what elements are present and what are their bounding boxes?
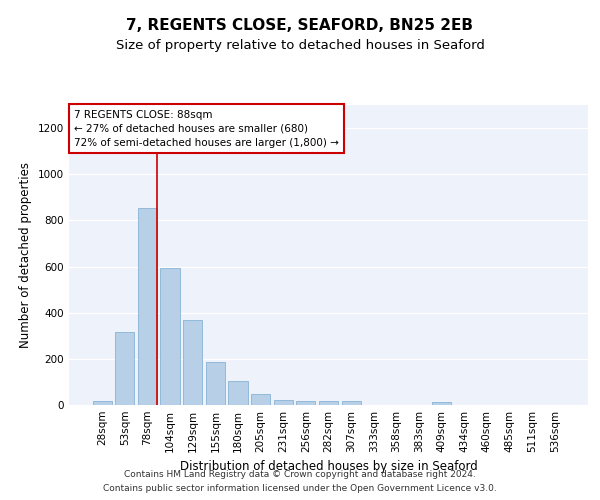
Bar [274, 400, 293, 405]
Bar [138, 208, 157, 405]
Text: Contains public sector information licensed under the Open Government Licence v3: Contains public sector information licen… [103, 484, 497, 493]
Bar [341, 401, 361, 405]
Bar [183, 320, 202, 405]
Bar [160, 268, 180, 405]
Bar [432, 402, 451, 405]
Bar [251, 394, 270, 405]
Text: 7 REGENTS CLOSE: 88sqm
← 27% of detached houses are smaller (680)
72% of semi-de: 7 REGENTS CLOSE: 88sqm ← 27% of detached… [74, 110, 339, 148]
Bar [319, 401, 338, 405]
Bar [206, 362, 225, 405]
Bar [92, 401, 112, 405]
Text: Contains HM Land Registry data © Crown copyright and database right 2024.: Contains HM Land Registry data © Crown c… [124, 470, 476, 479]
Y-axis label: Number of detached properties: Number of detached properties [19, 162, 32, 348]
Bar [115, 332, 134, 405]
Text: Size of property relative to detached houses in Seaford: Size of property relative to detached ho… [116, 39, 484, 52]
Bar [296, 401, 316, 405]
Text: 7, REGENTS CLOSE, SEAFORD, BN25 2EB: 7, REGENTS CLOSE, SEAFORD, BN25 2EB [127, 18, 473, 32]
Bar [229, 381, 248, 405]
X-axis label: Distribution of detached houses by size in Seaford: Distribution of detached houses by size … [179, 460, 478, 473]
